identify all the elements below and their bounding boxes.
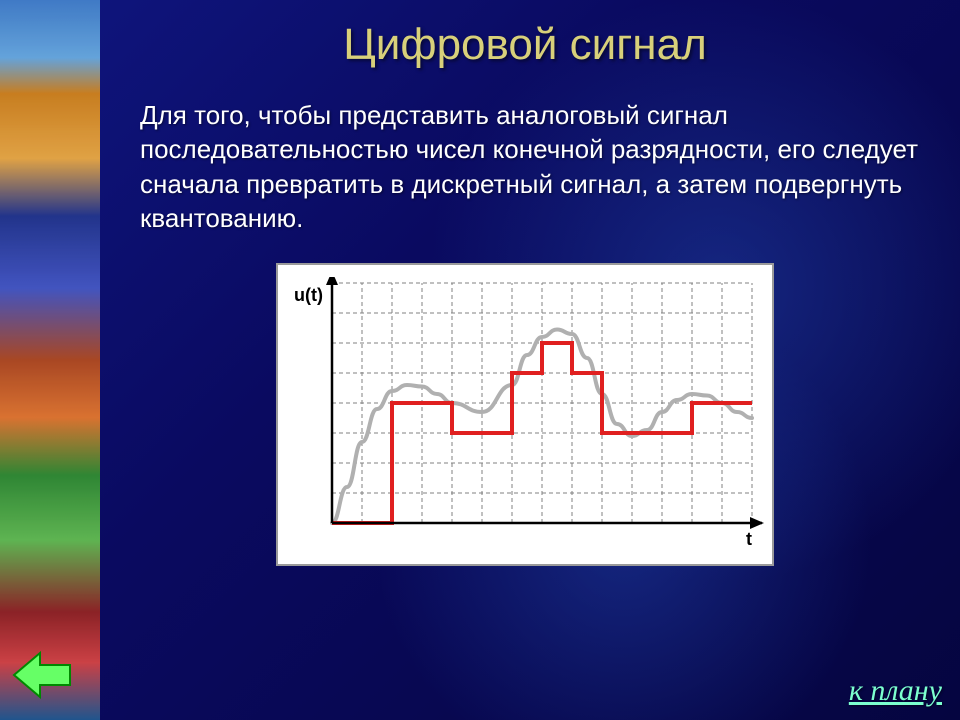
back-button[interactable] <box>10 649 74 706</box>
slide-title: Цифровой сигнал <box>110 20 940 70</box>
content-area: Цифровой сигнал Для того, чтобы представ… <box>110 20 940 710</box>
slide-body-text: Для того, чтобы представить аналоговый с… <box>110 98 940 235</box>
signal-chart: u(t) t <box>276 263 774 566</box>
plan-link[interactable]: к плану <box>849 674 942 708</box>
signal-chart-svg: u(t) t <box>288 277 768 553</box>
left-decorative-strip <box>0 0 100 720</box>
back-arrow-icon <box>10 649 74 701</box>
chart-x-label: t <box>746 529 752 549</box>
chart-y-label: u(t) <box>294 285 323 305</box>
